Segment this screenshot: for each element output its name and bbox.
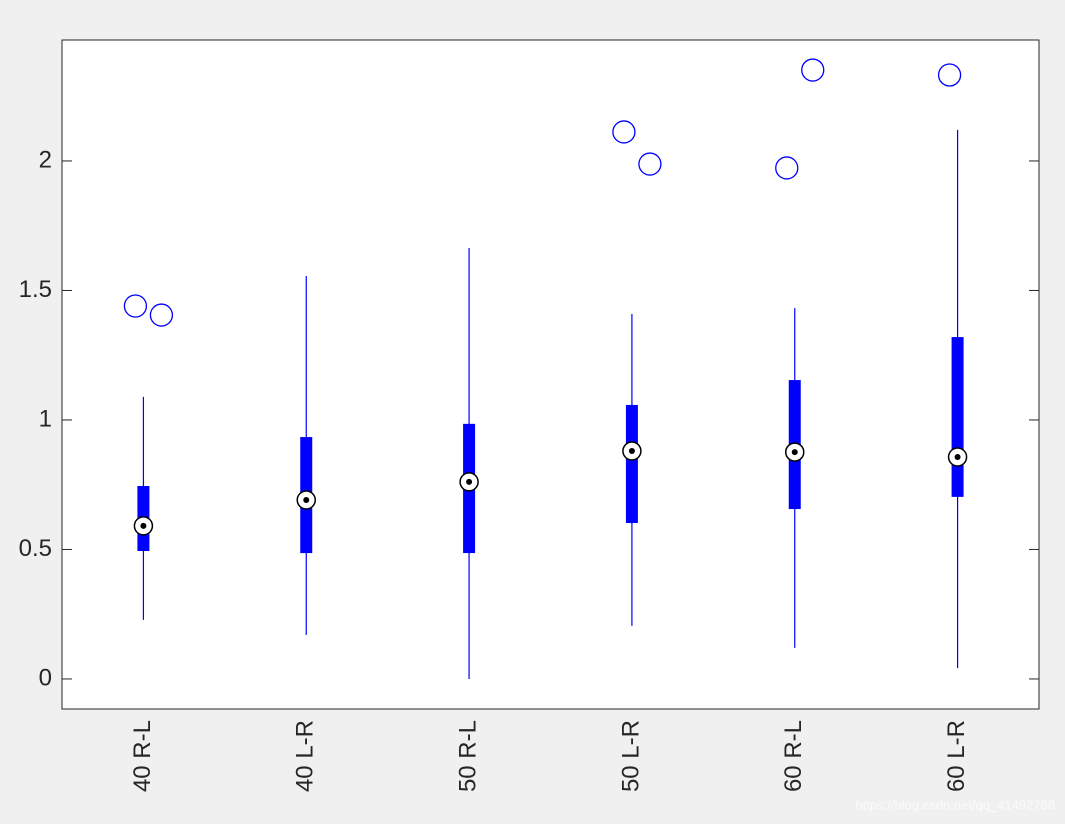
outlier xyxy=(775,156,799,180)
x-tick-label: 50 R-L xyxy=(454,720,481,792)
watermark: https://blog.csdn.net/qq_41492768 xyxy=(856,797,1056,812)
x-tick-label: 40 R-L xyxy=(129,720,156,792)
median-dot xyxy=(466,478,473,485)
outlier xyxy=(937,63,962,87)
x-tick-label: 60 L-R xyxy=(943,720,970,792)
y-tick-label: 1.5 xyxy=(19,276,52,303)
plot-area xyxy=(61,39,1040,710)
x-tick-label: 60 R-L xyxy=(780,720,807,792)
outlier xyxy=(123,294,148,318)
median-dot xyxy=(303,496,310,503)
y-tick-label: 0.5 xyxy=(19,535,52,562)
box xyxy=(625,404,638,524)
y-tick-label: 0 xyxy=(39,664,52,691)
x-tick-label: 50 L-R xyxy=(617,720,644,792)
outlier xyxy=(612,120,636,144)
median-dot xyxy=(140,522,147,529)
y-tick-label: 1 xyxy=(39,405,52,432)
median-dot xyxy=(954,453,961,460)
box xyxy=(951,337,964,497)
median-dot xyxy=(791,449,798,456)
y-tick-label: 2 xyxy=(39,146,52,173)
outlier xyxy=(149,303,174,327)
median-dot xyxy=(628,448,635,455)
x-tick-label: 40 L-R xyxy=(292,720,319,792)
outlier xyxy=(801,58,825,82)
outlier xyxy=(638,152,662,176)
